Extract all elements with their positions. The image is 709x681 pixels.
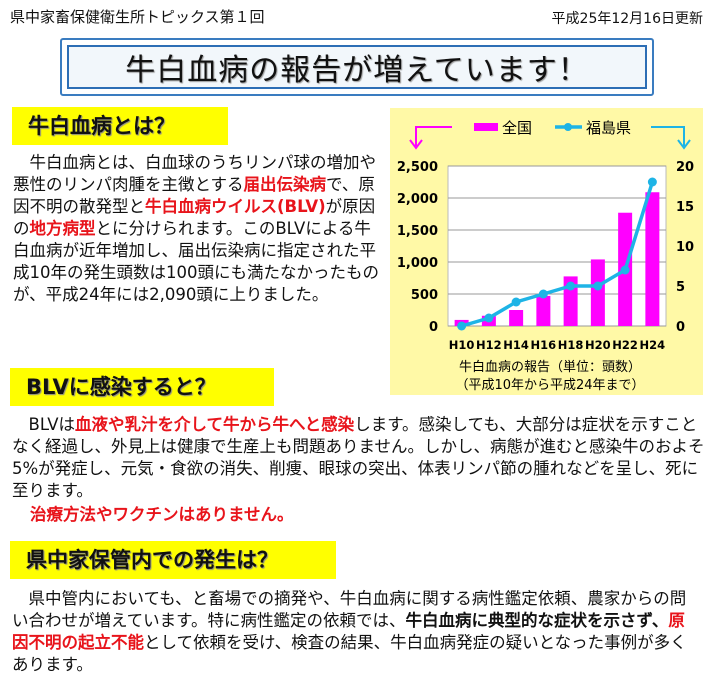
emphasis-text: 届出伝染病 [243,175,327,194]
x-tick-label: H16 [531,338,557,352]
body-text: します。感染しても、大部分は症状を示すことなく経過し、外見上は健康で生産上も問題… [12,415,705,500]
body-text: として依頼を受け、検査の結果、牛白血病発症の疑いとなった事例が多くあります。 [12,633,687,674]
point-H20 [593,281,603,291]
left-axis-tick-label: 500 [411,288,438,303]
body-text: が原因の [13,197,376,238]
point-H14 [511,297,521,307]
chart-caption: 牛白血病の報告（単位：頭数） [459,359,641,375]
chart-caption-period: （平成10年から平成24年まで） [455,378,644,393]
section-paragraph-2: BLVは血液や乳汁を介して牛から牛へと感染します。感染しても、大部分は症状を示す… [12,414,706,502]
legend-marker-line [564,123,572,131]
x-tick-label: H22 [612,338,638,352]
emphasis-text: 原因不明の起立不能 [12,611,685,652]
bar-H16 [536,295,551,326]
emphasis-text: 血液や乳汁を介して牛から牛へと感染 [75,415,355,434]
x-tick-label: H12 [476,338,502,352]
body-text: 牛白血病とは、白血球のうちリンパ球の増加や悪性のリンパ肉腫を主徴とする [13,153,376,194]
left-axis-arrow-icon [409,126,452,150]
body-text: 県中管内においても、と畜場での摘発や、牛白血病に関する病性鑑定依頼、農家からの問… [12,589,687,630]
point-H10 [457,321,467,331]
left-axis-tick-label: 2,000 [397,192,438,207]
point-H18 [566,281,576,291]
section-heading-3: 県中家保管内での発生は？ [10,541,336,579]
left-axis-tick-label: 1,000 [397,256,438,271]
point-H12 [484,313,494,323]
right-axis-tick-label: 20 [676,160,694,175]
series-title: 県中家畜保健衛生所トピックス第１回 [10,8,265,26]
chart-panel: 0 500 1,000 1,500 2,000 2,500 0 5 10 15 20 H10 H12 H1… [390,108,703,395]
legend-label-bar: 全国 [502,119,532,137]
point-H22 [620,265,630,275]
point-H16 [538,289,548,299]
line-fukushima [461,181,655,328]
section-heading-1: 牛白血病とは？ [12,107,228,145]
right-axis-tick-label: 5 [676,280,685,295]
x-tick-label: H10 [449,338,475,352]
right-axis-tick-label: 15 [676,200,694,215]
updated-date: 平成25年12月16日更新 [551,11,703,27]
left-axis-tick-label: 0 [429,320,438,335]
title-box: 牛白血病の報告が増えています！ [60,38,654,96]
emphasis-text: 地方病型 [29,219,96,238]
x-tick-label: H20 [585,338,611,352]
main-title: 牛白血病の報告が増えています！ [67,45,647,89]
right-axis-tick-label: 0 [676,320,685,335]
body-text: BLVは [12,415,76,434]
emphasis-text: 牛白血病ウイルス(BLV) [145,197,326,216]
bar-H14 [509,310,524,326]
left-axis-tick-label: 2,500 [397,160,438,175]
legend-swatch-bar [474,123,498,131]
section-note: 治療方法やワクチンはありません。 [30,505,294,524]
x-tick-label: H24 [640,338,666,352]
right-axis-tick-label: 10 [676,240,694,255]
section-paragraph-1: 牛白血病とは、白血球のうちリンパ球の増加や悪性のリンパ肉腫を主徴とする届出伝染病… [13,152,381,306]
body-text: とに分けられます。このBLVによる牛白血病が近年増加し、届出伝染病に指定された平… [13,219,379,304]
x-tick-label: H18 [558,338,584,352]
x-tick-label: H14 [503,338,529,352]
legend-label-line: 福島県 [586,119,631,137]
left-axis-tick-label: 1,500 [397,224,438,239]
bar-H20 [590,259,605,326]
right-axis-arrow-icon [651,126,691,150]
section-paragraph-3: 県中管内においても、と畜場での摘発や、牛白血病に関する病性鑑定依頼、農家からの問… [12,588,700,676]
point-H24 [647,177,657,187]
bar-H24 [645,192,660,326]
body-text: で、原因不明の散発型と [13,175,375,216]
emphasis-text: 牛白血病に典型的な症状を示さず、 [405,611,669,630]
section-heading-2: BLVに感染すると？ [10,368,274,406]
